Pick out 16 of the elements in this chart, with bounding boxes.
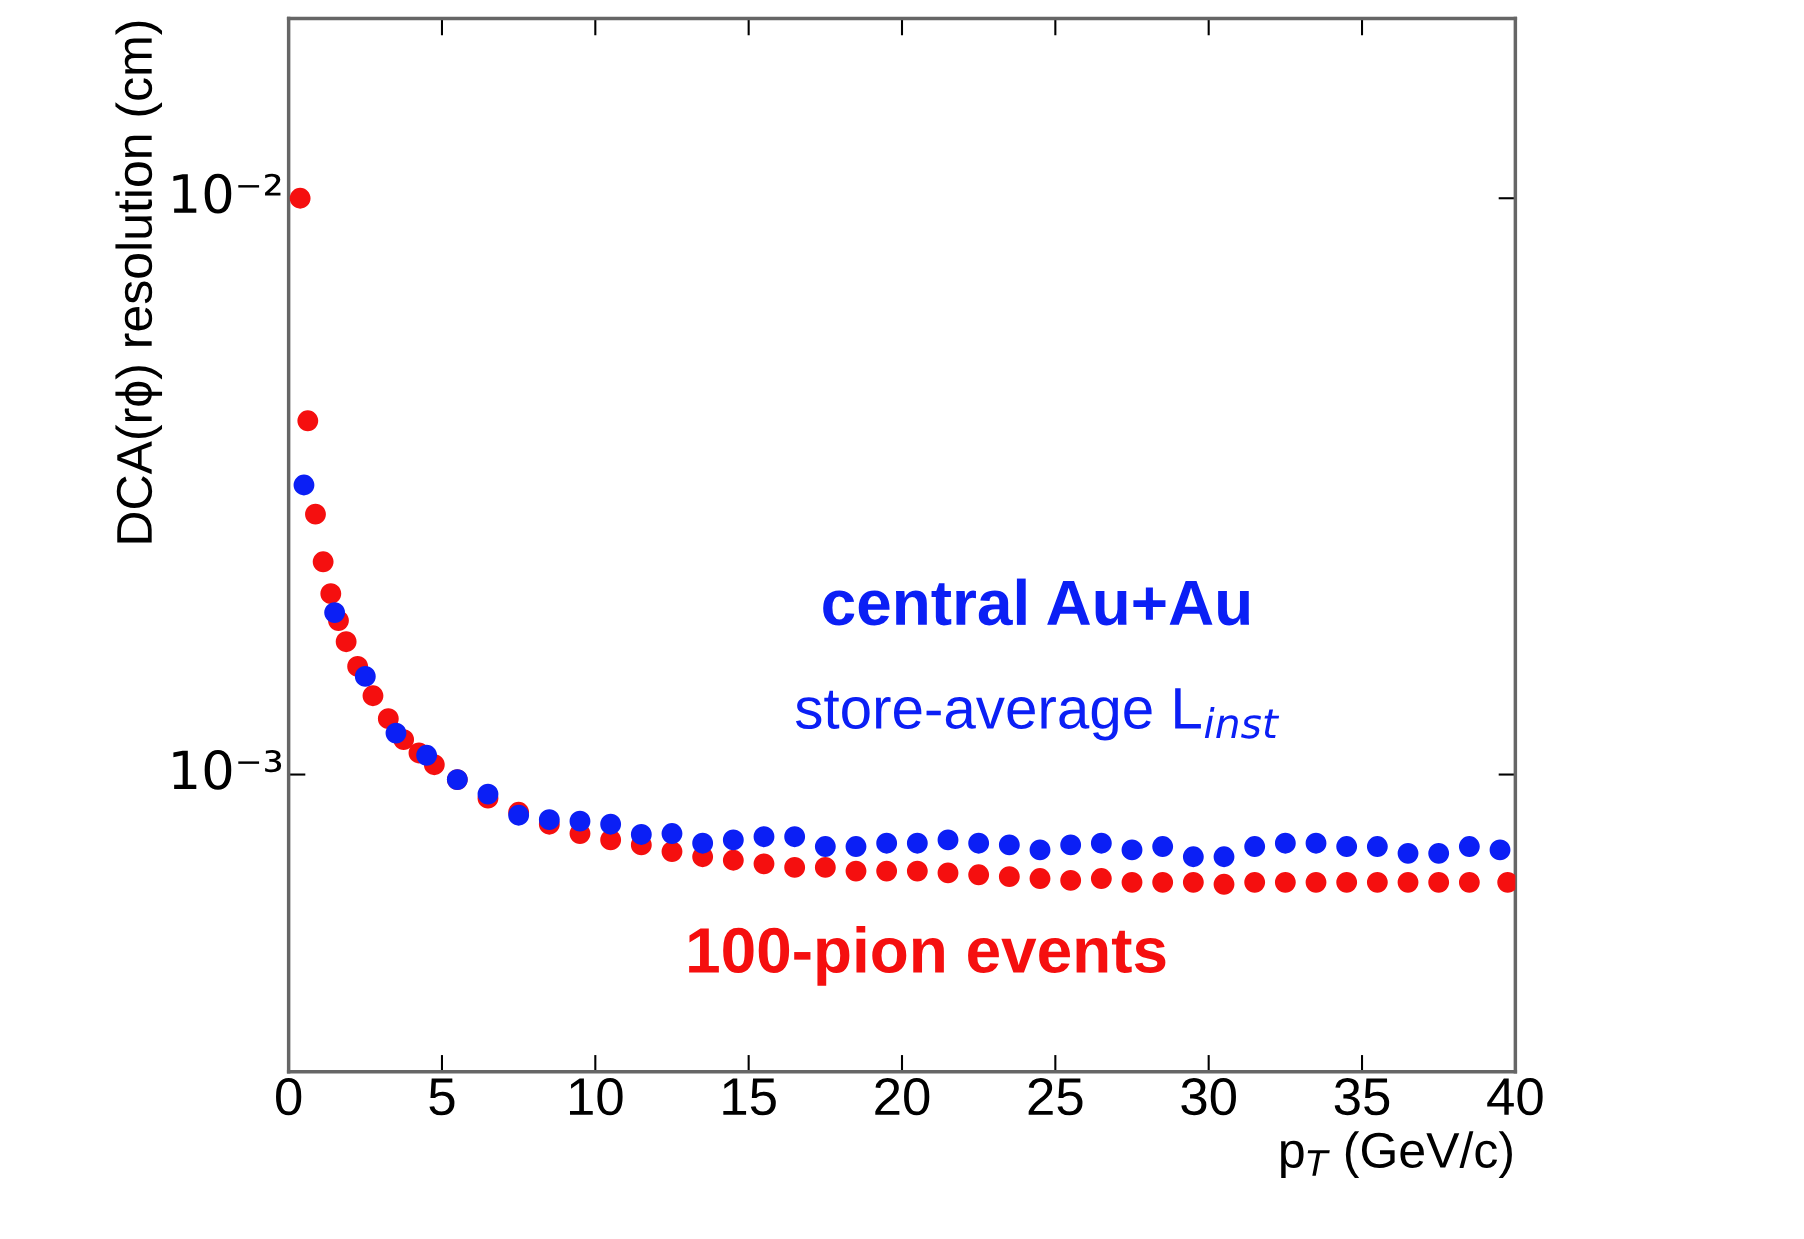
x-tick-label: 5	[429, 1078, 455, 1116]
x-tick-label: 25	[1028, 1077, 1083, 1116]
y-axis-title: DCA(rϕ) resolution (cm)	[115, 21, 163, 543]
x-tick-label: 0	[276, 1077, 302, 1116]
x-tick-label: 40	[1487, 1077, 1543, 1116]
x-tick-label: 15	[723, 1078, 776, 1116]
y-tick-label: 10⁻³	[173, 749, 282, 790]
x-tick-label: 30	[1181, 1077, 1236, 1116]
x-tick-label: 10	[569, 1077, 623, 1116]
x-tick-label: 20	[875, 1077, 930, 1116]
x-tick-label: 35	[1334, 1077, 1390, 1116]
series-label: 100-pion events	[689, 926, 1166, 986]
x-axis-title: p$_{T}$ (GeV/c)	[1281, 1131, 1512, 1178]
text: central Au+Au	[823, 578, 1249, 626]
annotation: store-average L$_{inst}$	[795, 688, 1280, 741]
y-tick-label: 10⁻²	[173, 173, 281, 214]
